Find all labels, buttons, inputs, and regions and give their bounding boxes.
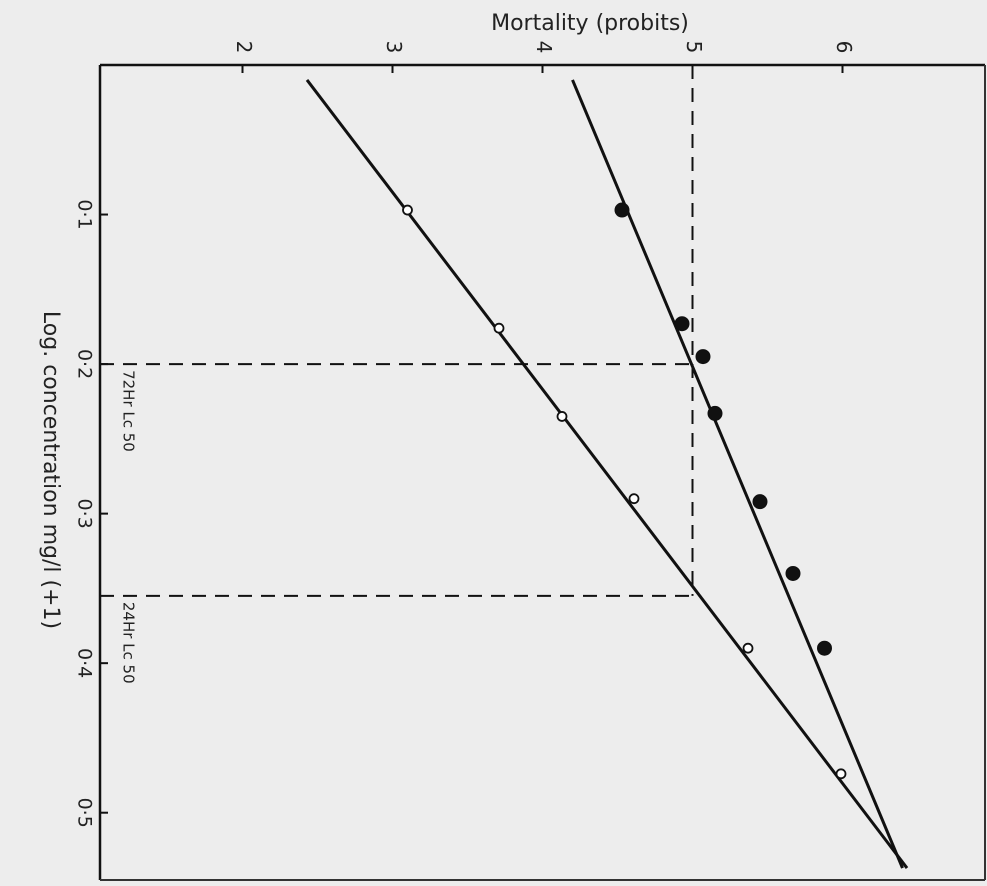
x-tick-label: 0·2	[74, 349, 96, 379]
data-point	[628, 493, 640, 505]
data-point	[752, 494, 768, 510]
data-point	[614, 202, 630, 218]
data-point	[493, 322, 505, 334]
lc50-label: 72Hr Lc 50	[120, 370, 138, 452]
y-tick-label: 4	[532, 41, 556, 54]
data-point	[742, 642, 754, 654]
data-point	[402, 204, 413, 216]
y-tick-label: 3	[382, 41, 406, 54]
x-axis-label: Log. concentration mg/l (+1)	[38, 311, 63, 629]
data-point	[835, 768, 847, 780]
chart-title: Mortality (probits)	[491, 11, 689, 36]
x-tick-label: 0·1	[74, 199, 96, 229]
y-tick-label: 6	[832, 41, 856, 54]
data-point	[817, 640, 832, 656]
data-point	[695, 349, 711, 365]
data-point	[785, 565, 801, 581]
data-point	[674, 316, 690, 332]
data-point	[707, 405, 723, 421]
y-tick-label: 2	[232, 41, 256, 54]
x-tick-label: 0·4	[74, 648, 96, 678]
lc50-label: 24Hr Lc 50	[120, 602, 138, 684]
x-tick-label: 0·5	[74, 798, 96, 828]
y-tick-label: 5	[682, 41, 706, 54]
x-tick-label: 0·3	[74, 499, 96, 529]
data-point	[556, 411, 568, 422]
